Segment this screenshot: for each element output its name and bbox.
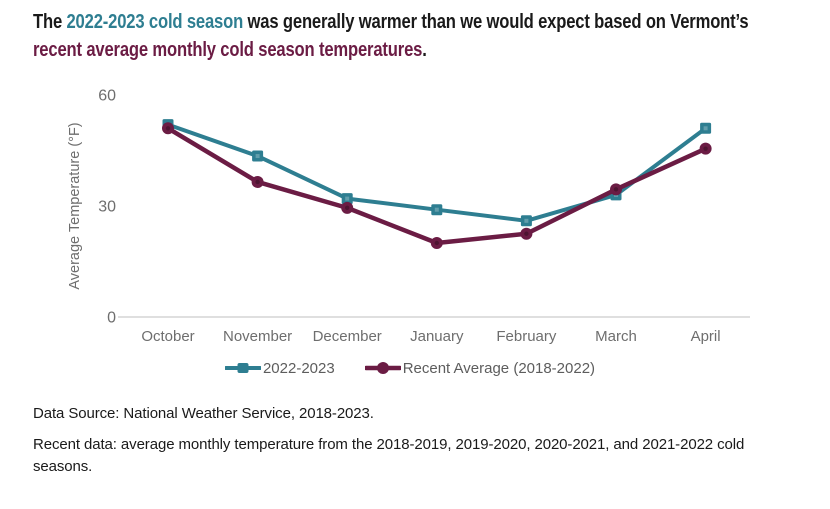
title-line-2: recent average monthly cold season tempe… xyxy=(33,36,673,64)
chart-legend: 2022-2023 Recent Average (2018-2022) xyxy=(0,357,820,379)
title-segment: The xyxy=(33,10,67,33)
y-tick-label: 30 xyxy=(98,199,116,216)
data-point-circle xyxy=(341,201,354,214)
y-tick-label: 0 xyxy=(107,310,116,327)
y-tick-label: 60 xyxy=(98,88,116,105)
x-tick-label-march: March xyxy=(595,328,637,345)
data-point-circle xyxy=(162,122,174,135)
y-axis-title: Average Temperature (°F) xyxy=(67,122,83,289)
legend-item-recent-average[interactable]: Recent Average (2018-2022) xyxy=(364,359,596,377)
series-line xyxy=(166,126,707,246)
marker-highlight xyxy=(524,218,529,223)
marker-dot xyxy=(165,126,171,131)
legend-label-2022-2023: 2022-2023 xyxy=(262,359,335,377)
data-point-square xyxy=(520,215,532,227)
title-segment: recent average monthly cold season tempe… xyxy=(33,38,423,61)
data-point-circle xyxy=(699,142,712,155)
marker-dot xyxy=(255,179,260,185)
marker-highlight xyxy=(255,154,260,159)
legend-circle-marker-icon xyxy=(364,362,401,374)
marker-dot xyxy=(613,187,619,192)
data-point-circle xyxy=(251,175,264,188)
data-point-square xyxy=(431,204,443,216)
title-segment: 2022-2023 cold season xyxy=(66,10,244,33)
legend-label-recent-average: Recent Average (2018-2022) xyxy=(402,359,596,377)
data-source-note: Data Source: National Weather Service, 2… xyxy=(33,405,374,422)
recent-data-note: Recent data: average monthly temperature… xyxy=(33,436,745,475)
title-segment: was generally warmer than we would expec… xyxy=(243,10,749,33)
series-recent-average xyxy=(162,122,712,249)
data-point-circle xyxy=(610,183,622,196)
x-tick-label-april: April xyxy=(691,328,721,345)
marker-dot xyxy=(524,231,529,236)
footer-notes: Data Source: National Weather Service, 2… xyxy=(33,403,801,487)
data-point-circle xyxy=(430,237,443,249)
x-tick-label-december: December xyxy=(313,328,382,345)
title-segment: . xyxy=(422,38,427,61)
data-point-square xyxy=(700,122,712,134)
x-tick-label-february: February xyxy=(496,328,557,345)
data-point-square xyxy=(252,150,264,162)
x-tick-label-october: October xyxy=(141,328,194,345)
marker-highlight xyxy=(345,196,350,201)
title-line-1: The 2022-2023 cold season was generally … xyxy=(33,8,749,36)
legend-item-2022-2023[interactable]: 2022-2023 xyxy=(224,359,335,377)
chart-title: The 2022-2023 cold season was generally … xyxy=(33,8,823,64)
data-point-circle xyxy=(520,227,533,240)
data-point-square xyxy=(341,193,353,205)
marker-highlight xyxy=(434,207,439,212)
legend-square-marker-icon xyxy=(224,363,261,373)
x-tick-label-november: November xyxy=(223,328,292,345)
marker-highlight xyxy=(703,126,708,131)
marker-dot xyxy=(703,146,708,151)
temperature-line-chart: 0 30 60 Average Temperature (°F) October Nove… xyxy=(67,88,750,345)
marker-dot xyxy=(434,240,439,246)
x-tick-label-january: January xyxy=(410,328,464,345)
marker-dot xyxy=(345,205,350,211)
